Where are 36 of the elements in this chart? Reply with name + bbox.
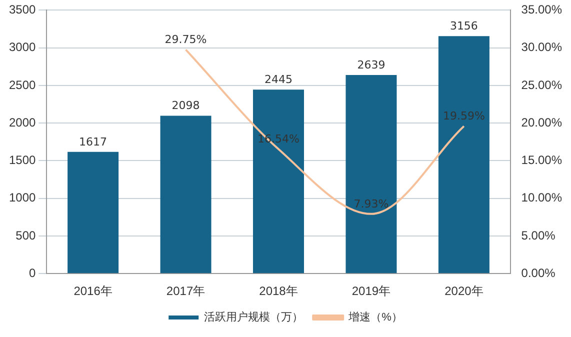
y-tick-label: 2500 bbox=[8, 78, 36, 92]
legend-label: 活跃用户规模（万） bbox=[204, 310, 304, 324]
bar bbox=[68, 152, 119, 274]
x-tick-label: 2017年 bbox=[166, 284, 206, 298]
bar bbox=[160, 116, 212, 274]
data-label: 7.93% bbox=[354, 197, 389, 210]
y-tick-label: 1000 bbox=[8, 190, 36, 205]
x-tick-label: 2016年 bbox=[74, 284, 112, 298]
y2-tick-label: 25.00% bbox=[521, 78, 562, 92]
data-label: 2639 bbox=[357, 58, 386, 72]
data-label: 2098 bbox=[172, 99, 200, 112]
bar bbox=[253, 90, 304, 274]
legend-label: 增速（%） bbox=[348, 310, 402, 324]
y-tick-label: 3000 bbox=[8, 40, 36, 54]
y2-tick-label: 30.00% bbox=[521, 40, 562, 54]
data-label: 2445 bbox=[264, 72, 292, 86]
y2-tick-label: 10.00% bbox=[521, 190, 562, 205]
y-tick-label: 0 bbox=[29, 266, 36, 280]
y-tick-label: 1500 bbox=[8, 153, 36, 168]
y2-tick-label: 5.00% bbox=[521, 228, 556, 242]
data-label: 3156 bbox=[450, 19, 478, 32]
x-tick-label: 2018年 bbox=[259, 284, 298, 298]
data-label: 29.75% bbox=[164, 33, 207, 46]
y2-tick-label: 20.00% bbox=[521, 115, 562, 130]
x-tick-label: 2019年 bbox=[352, 284, 391, 298]
data-label: 1617 bbox=[79, 135, 108, 148]
bar bbox=[438, 36, 490, 274]
y2-tick-label: 35.00% bbox=[521, 2, 562, 17]
data-label: 19.59% bbox=[442, 110, 485, 123]
y-tick-label: 500 bbox=[16, 228, 36, 242]
x-tick-label: 2020年 bbox=[444, 284, 484, 298]
y2-tick-label: 0.00% bbox=[521, 266, 556, 280]
y2-tick-label: 15.00% bbox=[521, 153, 562, 168]
y-tick-label: 3500 bbox=[8, 2, 36, 17]
y-tick-label: 2000 bbox=[8, 115, 36, 130]
bar bbox=[346, 74, 397, 274]
